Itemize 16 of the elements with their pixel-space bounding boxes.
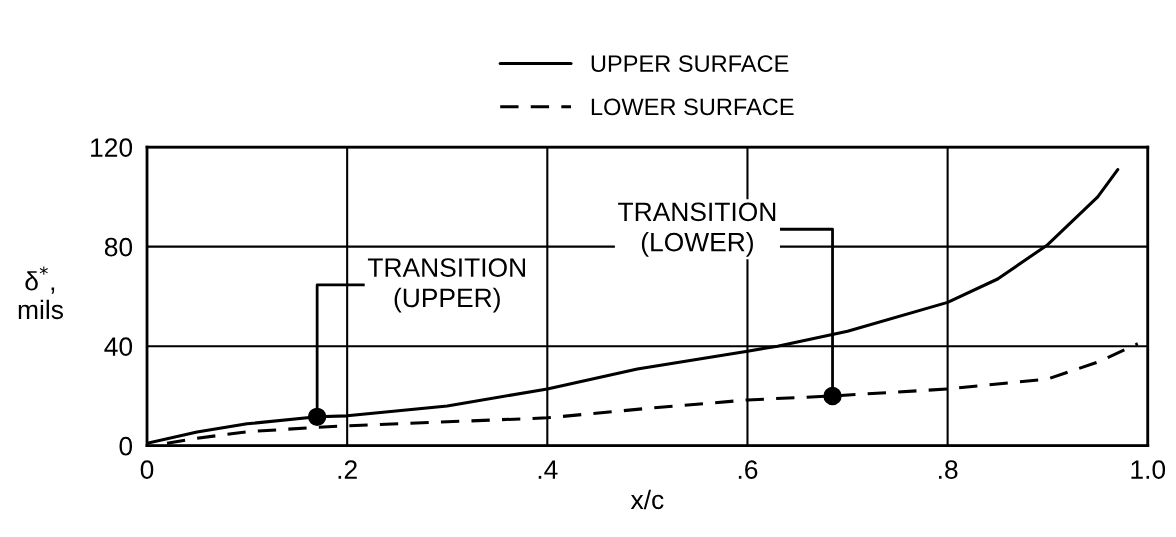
x-axis-title: x/c xyxy=(630,489,664,510)
x-tick-label: .6 xyxy=(738,460,758,479)
y-tick-label: 120 xyxy=(91,138,133,157)
annotation: TRANSITION (LOWER) xyxy=(618,202,776,257)
y-axis-title: δ$^{*}$, mils xyxy=(18,266,63,320)
y-tick-label: 40 xyxy=(104,337,133,357)
annotation: TRANSITION (UPPER) xyxy=(367,258,525,313)
x-tick-label: .2 xyxy=(338,460,357,479)
x-tick-label: .8 xyxy=(939,460,958,479)
x-tick-label: 1.0 xyxy=(1131,460,1166,479)
legend-label: UPPER SURFACE xyxy=(591,55,789,72)
legend-label: LOWER SURFACE xyxy=(591,98,794,116)
y-tick-label: 0 xyxy=(119,436,133,456)
x-tick-label: 0 xyxy=(140,460,154,479)
x-tick-label: .4 xyxy=(538,460,558,479)
y-tick-label: 80 xyxy=(104,237,133,257)
